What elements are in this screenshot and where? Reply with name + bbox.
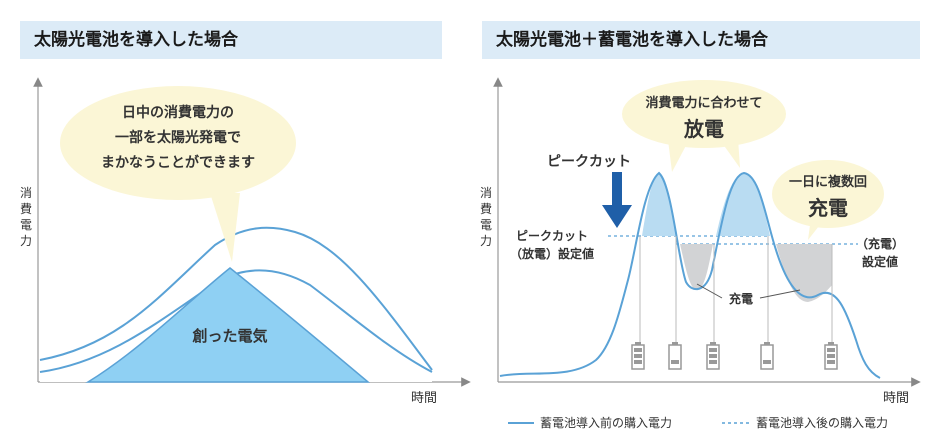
charge-leader-line-1 bbox=[696, 283, 723, 299]
charge-area-1 bbox=[680, 244, 713, 290]
right-panel-title: 太陽光電池＋蓄電池を導入した場合 bbox=[482, 21, 920, 59]
left-bubble bbox=[60, 86, 296, 200]
discharge-bubble bbox=[622, 80, 786, 148]
discharge-area-2 bbox=[716, 173, 770, 236]
left-y-label-2: 費 bbox=[20, 201, 32, 216]
right-y-label-1: 消 bbox=[480, 186, 492, 200]
battery-icon bbox=[760, 342, 774, 370]
left-solar-area bbox=[85, 267, 371, 383]
left-bubble-pointer bbox=[210, 193, 240, 262]
charge-setting-label-1: （充電） bbox=[856, 236, 904, 251]
battery-icon bbox=[706, 342, 720, 370]
legend-before-label: 蓄電池導入前の購入電力 bbox=[540, 415, 672, 430]
battery-icon bbox=[824, 342, 838, 370]
left-bubble-line-3: まかなうことができます bbox=[101, 154, 255, 171]
purchased-power-line bbox=[499, 171, 881, 379]
right-y-label-2: 費 bbox=[480, 201, 492, 216]
battery-icon bbox=[631, 342, 645, 370]
right-y-label-3: 電 bbox=[480, 218, 492, 232]
discharge-setting-label-1: ピークカット bbox=[516, 229, 588, 243]
charge-label: 充電 bbox=[729, 291, 753, 306]
left-bubble-line-2: 一部を太陽光発電で bbox=[115, 129, 241, 146]
charge-leader-line-2 bbox=[759, 289, 801, 299]
discharge-bubble-line-2: 放電 bbox=[683, 117, 724, 141]
charge-bubble-line-1: 一日に複数回 bbox=[789, 174, 867, 190]
left-chart: 創った電気 日中の消費電力の 一部を太陽光発電で まかなうことができます 消 費… bbox=[20, 77, 471, 406]
right-y-label-4: 力 bbox=[480, 234, 492, 248]
left-solar-label: 創った電気 bbox=[191, 327, 267, 345]
right-x-label: 時間 bbox=[883, 391, 909, 406]
left-bubble-line-1: 日中の消費電力の bbox=[122, 104, 234, 121]
left-y-label-3: 電 bbox=[20, 218, 32, 232]
charge-bubble-line-2: 充電 bbox=[808, 196, 848, 220]
charge-setting-label-2: 設定値 bbox=[862, 254, 898, 269]
discharge-setting-label-2: （放電）設定値 bbox=[510, 246, 594, 261]
discharge-bubble-line-1: 消費電力に合わせて bbox=[645, 95, 762, 111]
left-x-label: 時間 bbox=[411, 391, 437, 406]
battery-icon bbox=[668, 342, 682, 370]
right-chart: ピークカット ピークカット （放電）設定値 （充電） 設定値 充電 消費電力に合… bbox=[480, 77, 921, 430]
legend-after-label: 蓄電池導入後の購入電力 bbox=[756, 416, 888, 430]
peak-cut-label: ピークカット bbox=[547, 154, 631, 170]
charge-bubble bbox=[772, 160, 884, 228]
left-consumption-upper-line bbox=[39, 226, 433, 371]
left-consumption-lower-line bbox=[39, 269, 433, 373]
left-y-label-4: 力 bbox=[20, 234, 32, 248]
left-y-label-1: 消 bbox=[20, 186, 32, 200]
charge-area-2 bbox=[776, 244, 832, 302]
peak-cut-arrow-icon bbox=[602, 172, 632, 228]
left-panel-title: 太陽光電池を導入した場合 bbox=[20, 21, 442, 59]
